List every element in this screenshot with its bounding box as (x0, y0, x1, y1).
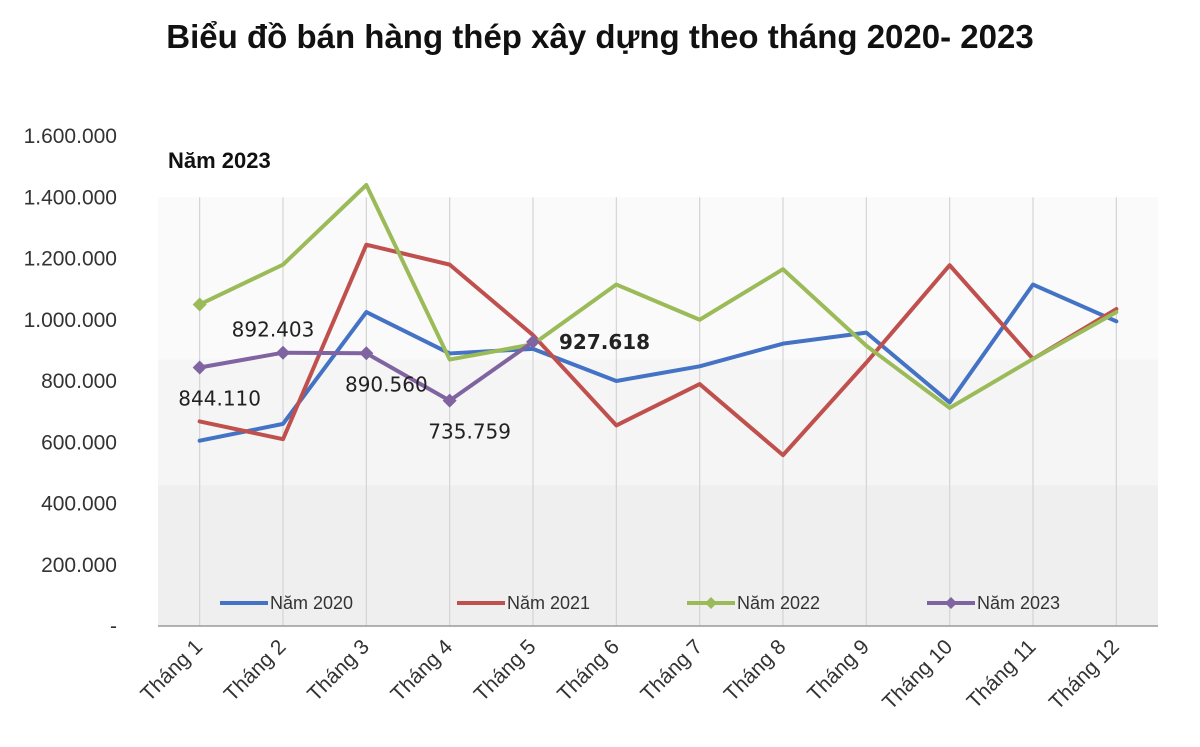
data-point-năm-2023 (192, 360, 207, 375)
x-tick-label: Tháng 10 (878, 635, 957, 714)
data-point-năm-2023 (526, 334, 540, 349)
x-tick-label: Tháng 8 (720, 635, 791, 706)
x-tick-label: Tháng 1 (136, 635, 207, 706)
chart-subtitle: Năm 2023 (168, 148, 271, 173)
data-point-năm-2023 (442, 393, 457, 408)
x-tick-label: Tháng 2 (220, 635, 291, 706)
chart-title: Biểu đồ bán hàng thép xây dựng theo thán… (166, 18, 1034, 55)
plot-band-bottom (158, 485, 1158, 626)
series-line-năm-2022 (197, 183, 1119, 410)
y-tick-label: 200.000 (41, 554, 117, 577)
legend-label-năm-2022: Năm 2022 (737, 593, 820, 613)
data-label: 890.560 (345, 372, 428, 396)
data-point-năm-2023 (276, 345, 290, 360)
x-tick-label: Tháng 5 (470, 635, 541, 706)
legend-label-năm-2020: Năm 2020 (270, 593, 353, 613)
x-tick-label: Tháng 12 (1045, 635, 1124, 714)
x-tick-label: Tháng 7 (636, 635, 707, 706)
y-tick-label: 800.000 (41, 370, 117, 393)
y-tick-label: 400.000 (41, 493, 117, 516)
legend-marker-năm-2023 (945, 597, 957, 609)
series-line-năm-2020 (197, 282, 1119, 443)
legend-marker-năm-2022 (705, 597, 717, 609)
data-label: 735.759 (428, 420, 511, 444)
x-tick-label: Tháng 9 (803, 635, 874, 706)
plot-band-middle (158, 359, 1158, 486)
x-tick-label: Tháng 6 (553, 635, 624, 706)
y-tick-label: 600.000 (41, 431, 117, 454)
data-point-năm-2022 (192, 297, 207, 312)
y-tick-label: 1.400.000 (24, 186, 117, 209)
y-tick-label: - (110, 615, 117, 638)
y-tick-label: 1.600.000 (24, 125, 117, 148)
x-tick-label: Tháng 11 (963, 635, 1041, 713)
series-line-năm-2021 (197, 242, 1119, 458)
legend-label-năm-2023: Năm 2023 (977, 593, 1060, 613)
x-tick-label: Tháng 4 (386, 635, 457, 706)
data-label: 844.110 (178, 386, 261, 410)
data-label: 927.618 (559, 330, 650, 354)
data-label: 892.403 (232, 318, 315, 342)
y-tick-label: 1.200.000 (24, 248, 117, 271)
y-tick-label: 1.000.000 (24, 309, 117, 332)
x-tick-label: Tháng 3 (303, 635, 374, 706)
legend-label-năm-2021: Năm 2021 (507, 593, 590, 613)
data-point-năm-2023 (359, 346, 374, 361)
